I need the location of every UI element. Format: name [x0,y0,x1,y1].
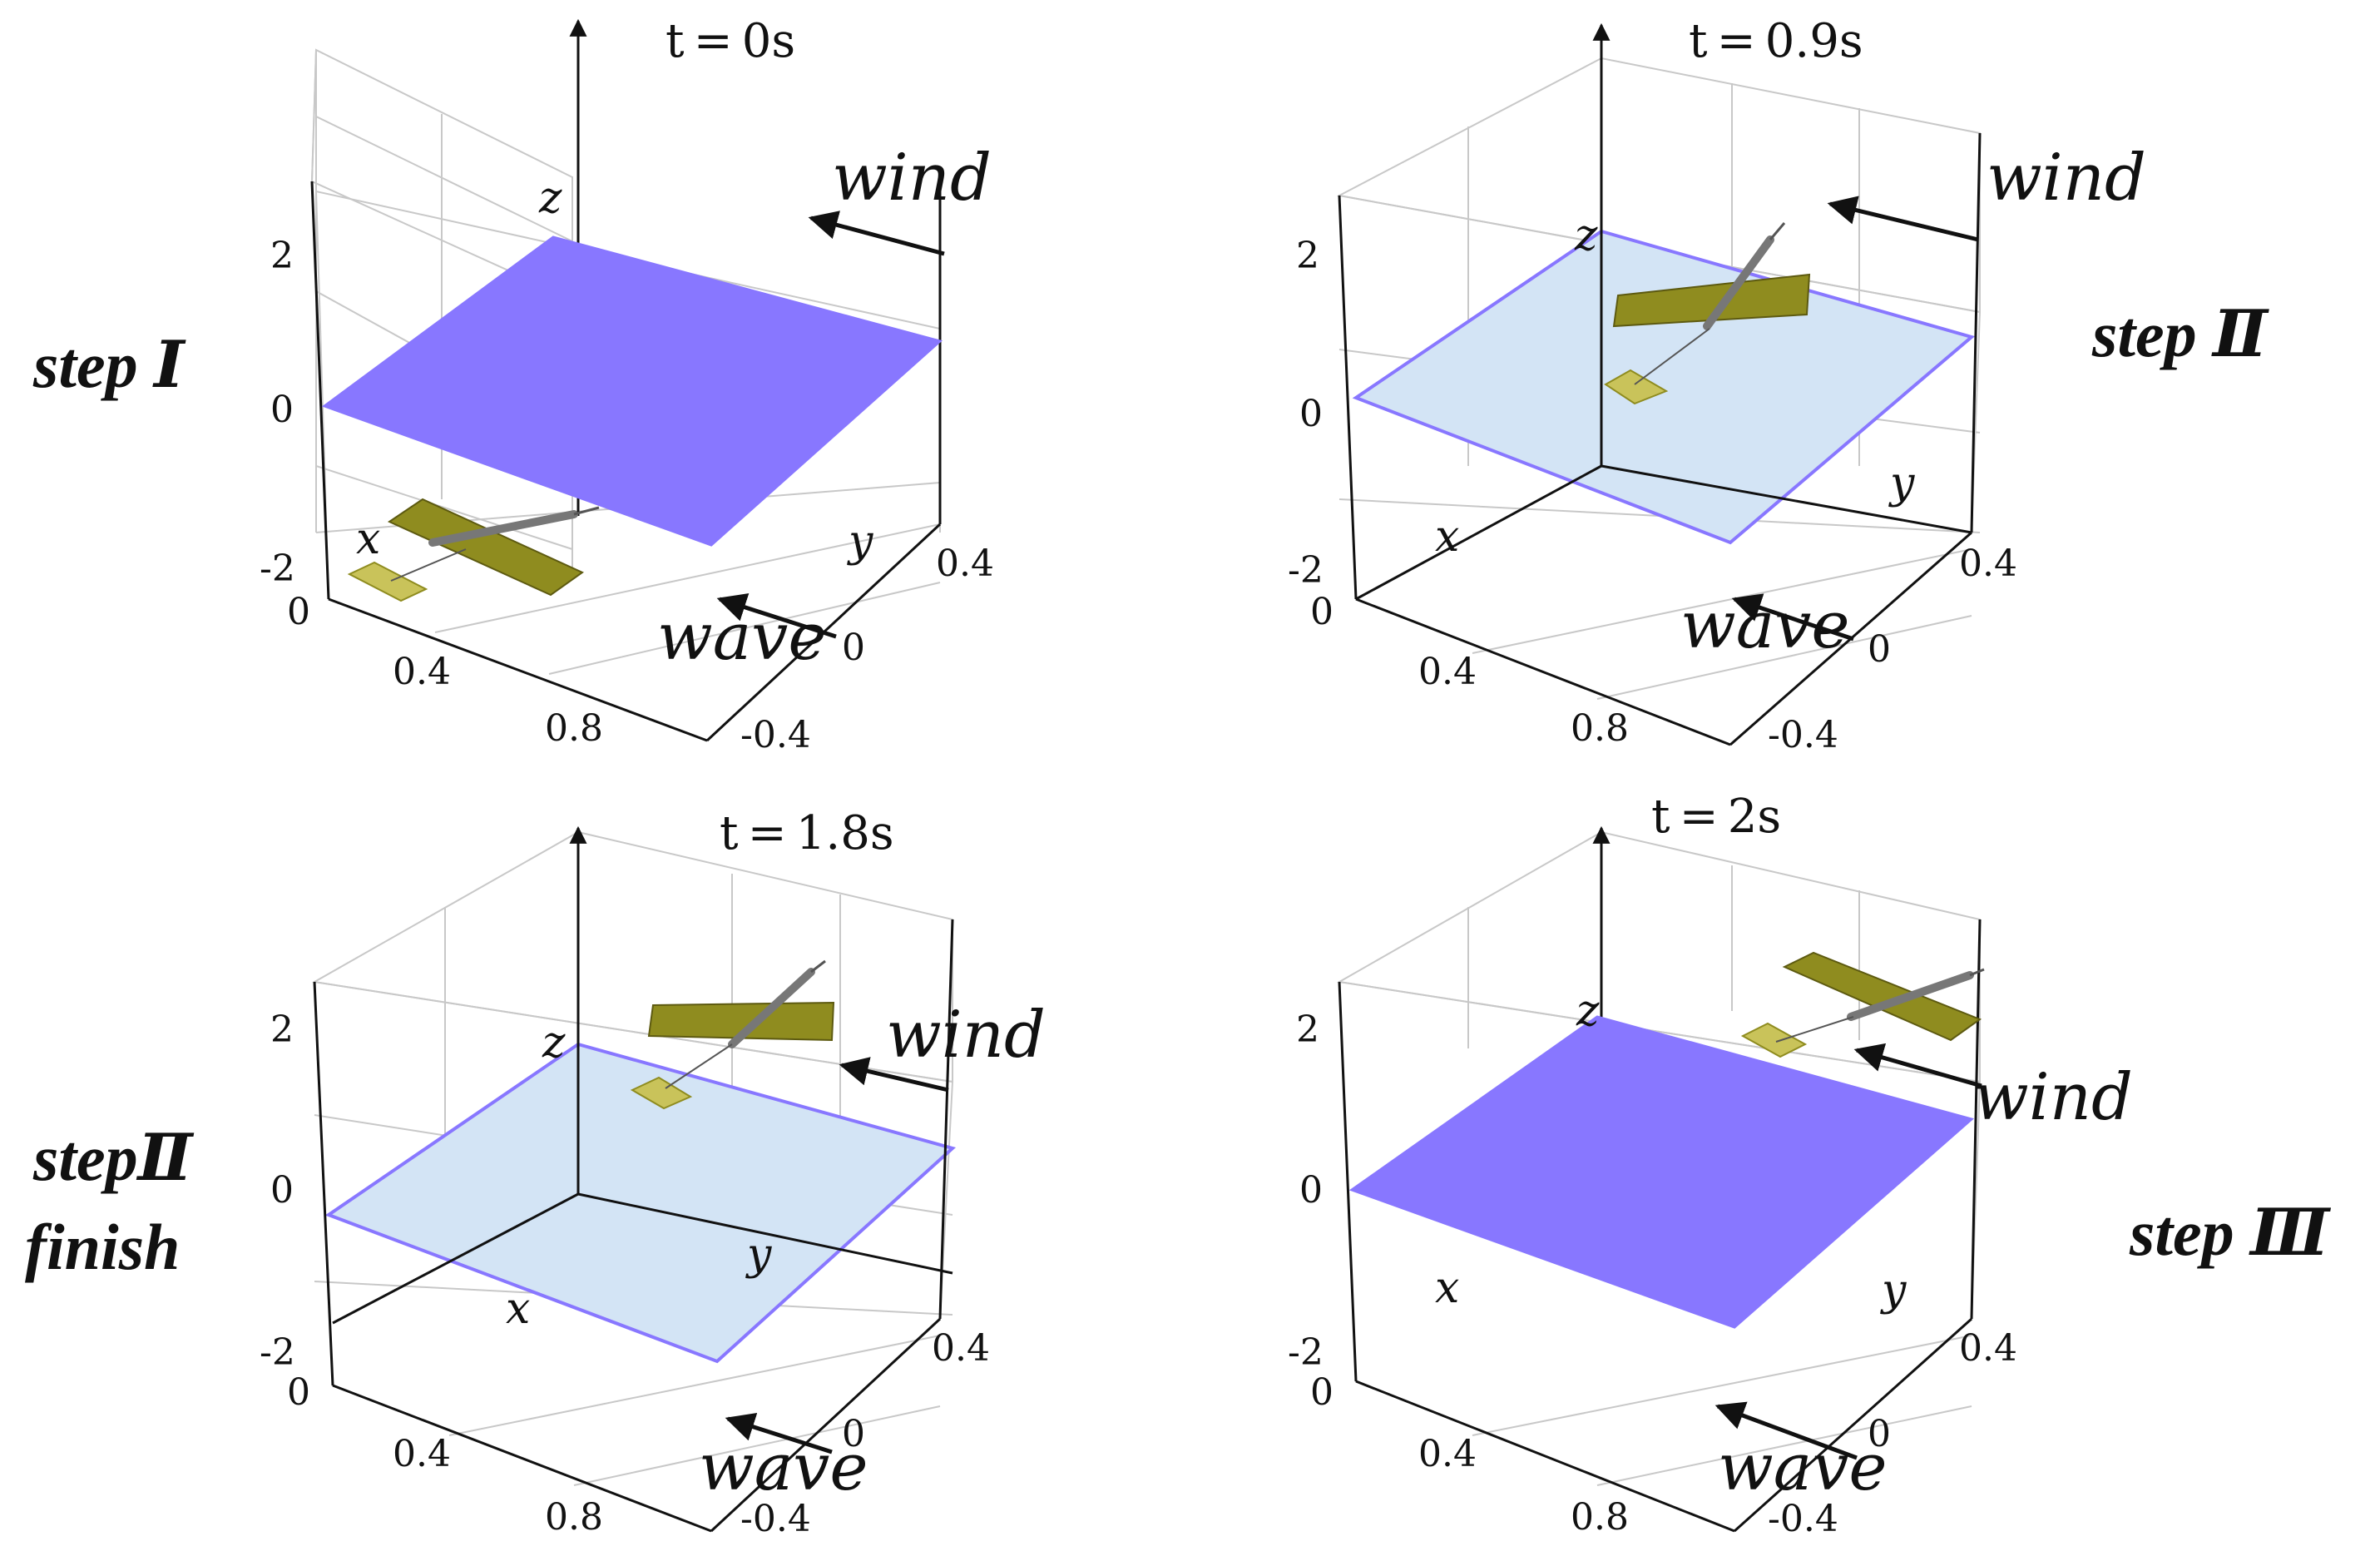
tick-labels: 2 0 -2 0 0.4 0.8 0.4 0 -0.4 [260,235,994,756]
wave-arrow: wave [1680,588,1854,663]
z-tick-2: 2 [270,235,294,277]
y-tick-04: 0.4 [936,543,994,585]
z-tick-2: 2 [270,1008,294,1051]
step-label: step Ⅲ [2129,1197,2331,1269]
z-tick-2: 2 [1296,1008,1319,1051]
wind-arrow: wind [1853,1043,2133,1135]
panel-step-2-finish: 2 0 -2 0 0.4 0.8 0.4 0 -0.4 z x y wind [25,806,1046,1540]
x-tick-0: 0 [1310,591,1333,633]
z-tick-neg2: -2 [260,1331,295,1374]
z-tick-0: 0 [1299,393,1323,435]
wind-label: wind [1987,141,2146,216]
water-surface [1348,1015,1975,1329]
z-tick-neg2: -2 [1288,1331,1324,1374]
x-tick-04: 0.4 [393,651,451,693]
y-tick-0: 0 [842,627,865,669]
z-axis-label: z [538,173,562,223]
x-tick-04: 0.4 [393,1433,451,1475]
x-tick-08: 0.8 [545,707,603,750]
tick-labels: 2 0 -2 0 0.4 0.8 0.4 0 -0.4 [1288,235,2017,756]
z-tick-0: 0 [270,1169,294,1212]
wave-energy-device [630,959,835,1110]
z-axis-label: z [1574,211,1598,260]
z-tick-neg2: -2 [260,548,295,590]
step-label-line-1: stepⅡ [32,1122,195,1194]
y-tick-neg04: -0.4 [740,1498,811,1540]
x-axis-label: x [1435,512,1459,562]
panel-step-3: 2 0 -2 0 0.4 0.8 0.4 0 -0.4 z x y wind [1288,790,2331,1540]
y-tick-neg04: -0.4 [1768,1498,1838,1540]
wind-label: wind [1973,1060,2133,1135]
y-tick-0: 0 [1868,628,1891,671]
y-tick-04: 0.4 [1959,543,2017,585]
z-tick-neg2: -2 [1288,549,1324,592]
wave-label: wave [1718,1430,1888,1505]
wave-energy-device [347,498,600,602]
wind-arrow: wind [839,998,1046,1093]
wind-label: wind [886,998,1046,1073]
x-axis-label: x [1435,1263,1459,1313]
wind-label: wind [832,141,992,216]
wave-arrow: wave [699,1412,868,1505]
wind-arrow: wind [808,141,992,256]
water-surface [321,235,943,547]
wave-energy-device [1604,222,1811,405]
panel-title: t = 2s [1651,790,1781,844]
tick-labels: 2 0 -2 0 0.4 0.8 0.4 0 -0.4 [1288,1008,2017,1540]
x-tick-0: 0 [287,591,310,633]
axes-frame [313,825,954,1533]
axes-frame [1338,825,1982,1533]
wave-label: wave [1680,588,1850,663]
z-axis-label: z [542,1018,566,1068]
y-tick-neg04: -0.4 [740,714,811,756]
step-label: step Ⅱ [2091,298,2269,370]
y-axis-label: y [1880,1266,1907,1316]
x-tick-04: 0.4 [1418,651,1477,693]
x-tick-0: 0 [1310,1371,1333,1414]
y-tick-04: 0.4 [932,1327,990,1370]
panel-step-2: 2 0 -2 0 0.4 0.8 0.4 0 -0.4 z x y wind [1288,14,2269,756]
wave-arrow: wave [1714,1401,1888,1505]
axis-labels: z x y [356,173,873,567]
step-label: step Ⅰ [32,329,186,401]
z-tick-2: 2 [1296,235,1319,277]
z-tick-0: 0 [270,389,294,431]
tick-labels: 2 0 -2 0 0.4 0.8 0.4 0 -0.4 [260,1008,990,1540]
water-surface [324,1042,957,1364]
panel-title: t = 0s [666,14,795,68]
x-tick-08: 0.8 [1571,707,1629,750]
x-tick-0: 0 [287,1371,310,1414]
y-axis-label: y [745,1230,772,1280]
axis-labels: z x y [1435,211,1915,562]
y-tick-0: 0 [1868,1413,1891,1455]
z-tick-0: 0 [1299,1169,1323,1212]
x-tick-08: 0.8 [545,1496,603,1539]
x-axis-label: x [356,514,380,564]
y-tick-neg04: -0.4 [1768,714,1838,756]
wave-arrow: wave [657,592,837,675]
y-tick-0: 0 [842,1413,865,1455]
panel-title: t = 1.8s [720,806,894,860]
wind-arrow: wind [1827,141,2146,242]
wave-label: wave [657,600,827,675]
wave-energy-device [1740,951,1985,1058]
panel-step-1: 2 0 -2 0 0.4 0.8 0.4 0 -0.4 z x y wind [32,14,994,756]
x-axis-label: x [506,1284,530,1334]
wave-label: wave [699,1430,868,1505]
x-tick-08: 0.8 [1571,1496,1629,1539]
water-surface [1352,229,1976,545]
z-axis-label: z [1576,986,1600,1036]
axis-labels: z x y [1435,986,1907,1316]
y-axis-label: y [847,517,873,567]
panel-title: t = 0.9s [1689,14,1863,68]
y-tick-04: 0.4 [1959,1327,2017,1370]
axis-labels: z x y [506,1018,772,1334]
x-tick-04: 0.4 [1418,1433,1477,1475]
step-label-line-2: finish [25,1211,180,1283]
y-axis-label: y [1888,458,1915,508]
